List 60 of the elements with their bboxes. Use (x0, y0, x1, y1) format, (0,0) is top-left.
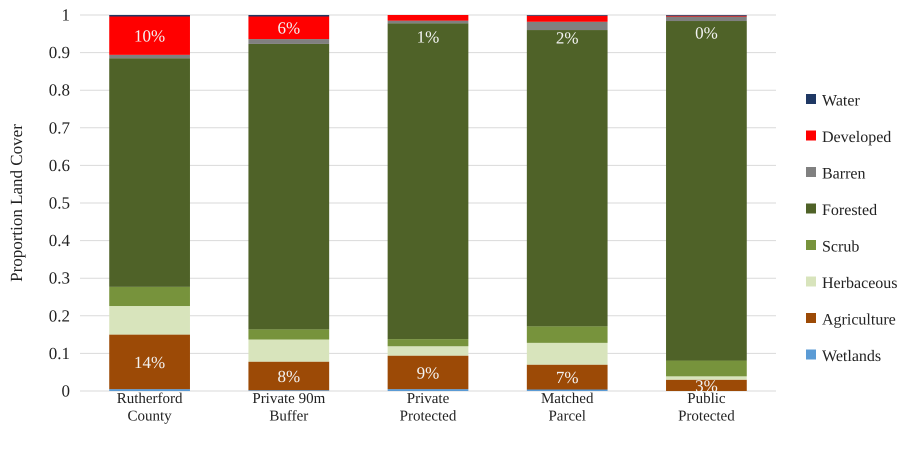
x-tick-label: Private Protected (400, 391, 457, 424)
bar (526, 342, 608, 365)
y-tick-label: 0.1 (48, 344, 70, 363)
x-tick-label: Private 90m Buffer (252, 391, 326, 424)
legend-label: Forested (822, 202, 878, 220)
bar (109, 58, 190, 287)
bar (248, 339, 330, 362)
y-tick-label: 1 (62, 5, 70, 24)
data-label: 9% (416, 363, 440, 382)
bar (248, 39, 330, 44)
legend-label: Agriculture (822, 312, 896, 329)
y-tick-label: 0.8 (48, 80, 70, 100)
y-tick-label: 0.6 (48, 156, 70, 175)
data-label: 14% (134, 352, 166, 372)
x-tick-label: Rutherford County (116, 391, 183, 424)
bar (109, 286, 190, 306)
bar (526, 364, 608, 390)
bar (388, 346, 468, 356)
data-label: 6% (277, 18, 300, 38)
data-label: 8% (277, 366, 300, 386)
bar (248, 329, 330, 340)
legend-label: Herbaceous (822, 275, 898, 292)
bar (388, 339, 468, 346)
bar (248, 16, 330, 40)
y-tick-label: 0.4 (48, 231, 70, 250)
y-tick-label: 0 (62, 381, 70, 400)
bar (388, 356, 468, 390)
bar (248, 362, 330, 390)
y-tick-label: 0.2 (48, 306, 70, 326)
bar (248, 44, 330, 330)
y-tick-label: 0.3 (48, 268, 70, 288)
data-label: 7% (556, 368, 579, 388)
y-tick-label: 0.9 (48, 43, 70, 62)
y-tick-label: 0.5 (48, 193, 70, 212)
legend-label: Developed (822, 129, 892, 146)
legend-label: Wetlands (822, 348, 882, 366)
y-axis-title: Proportion Land Cover (7, 124, 26, 282)
bar (526, 326, 608, 343)
bar (388, 15, 468, 21)
data-label: 2% (556, 28, 579, 48)
bar (526, 30, 608, 326)
y-tick-label: 0.7 (48, 118, 70, 138)
legend-label: Scrub (822, 238, 860, 256)
bar (526, 22, 608, 30)
bar (666, 16, 747, 22)
bar (109, 334, 190, 390)
bar (109, 16, 190, 55)
bar (388, 20, 468, 24)
data-label: 10% (134, 26, 166, 46)
bar (666, 380, 747, 391)
data-label: 1% (416, 28, 440, 47)
data-label: 0% (695, 23, 718, 42)
legend-label: Barren (822, 166, 866, 183)
bar (526, 16, 608, 22)
bar (666, 21, 747, 361)
x-tick-label: Matched Parcel (540, 391, 594, 424)
legend-label: Water (822, 92, 860, 110)
bar (388, 23, 468, 340)
bar (109, 306, 190, 335)
bar (666, 360, 747, 376)
